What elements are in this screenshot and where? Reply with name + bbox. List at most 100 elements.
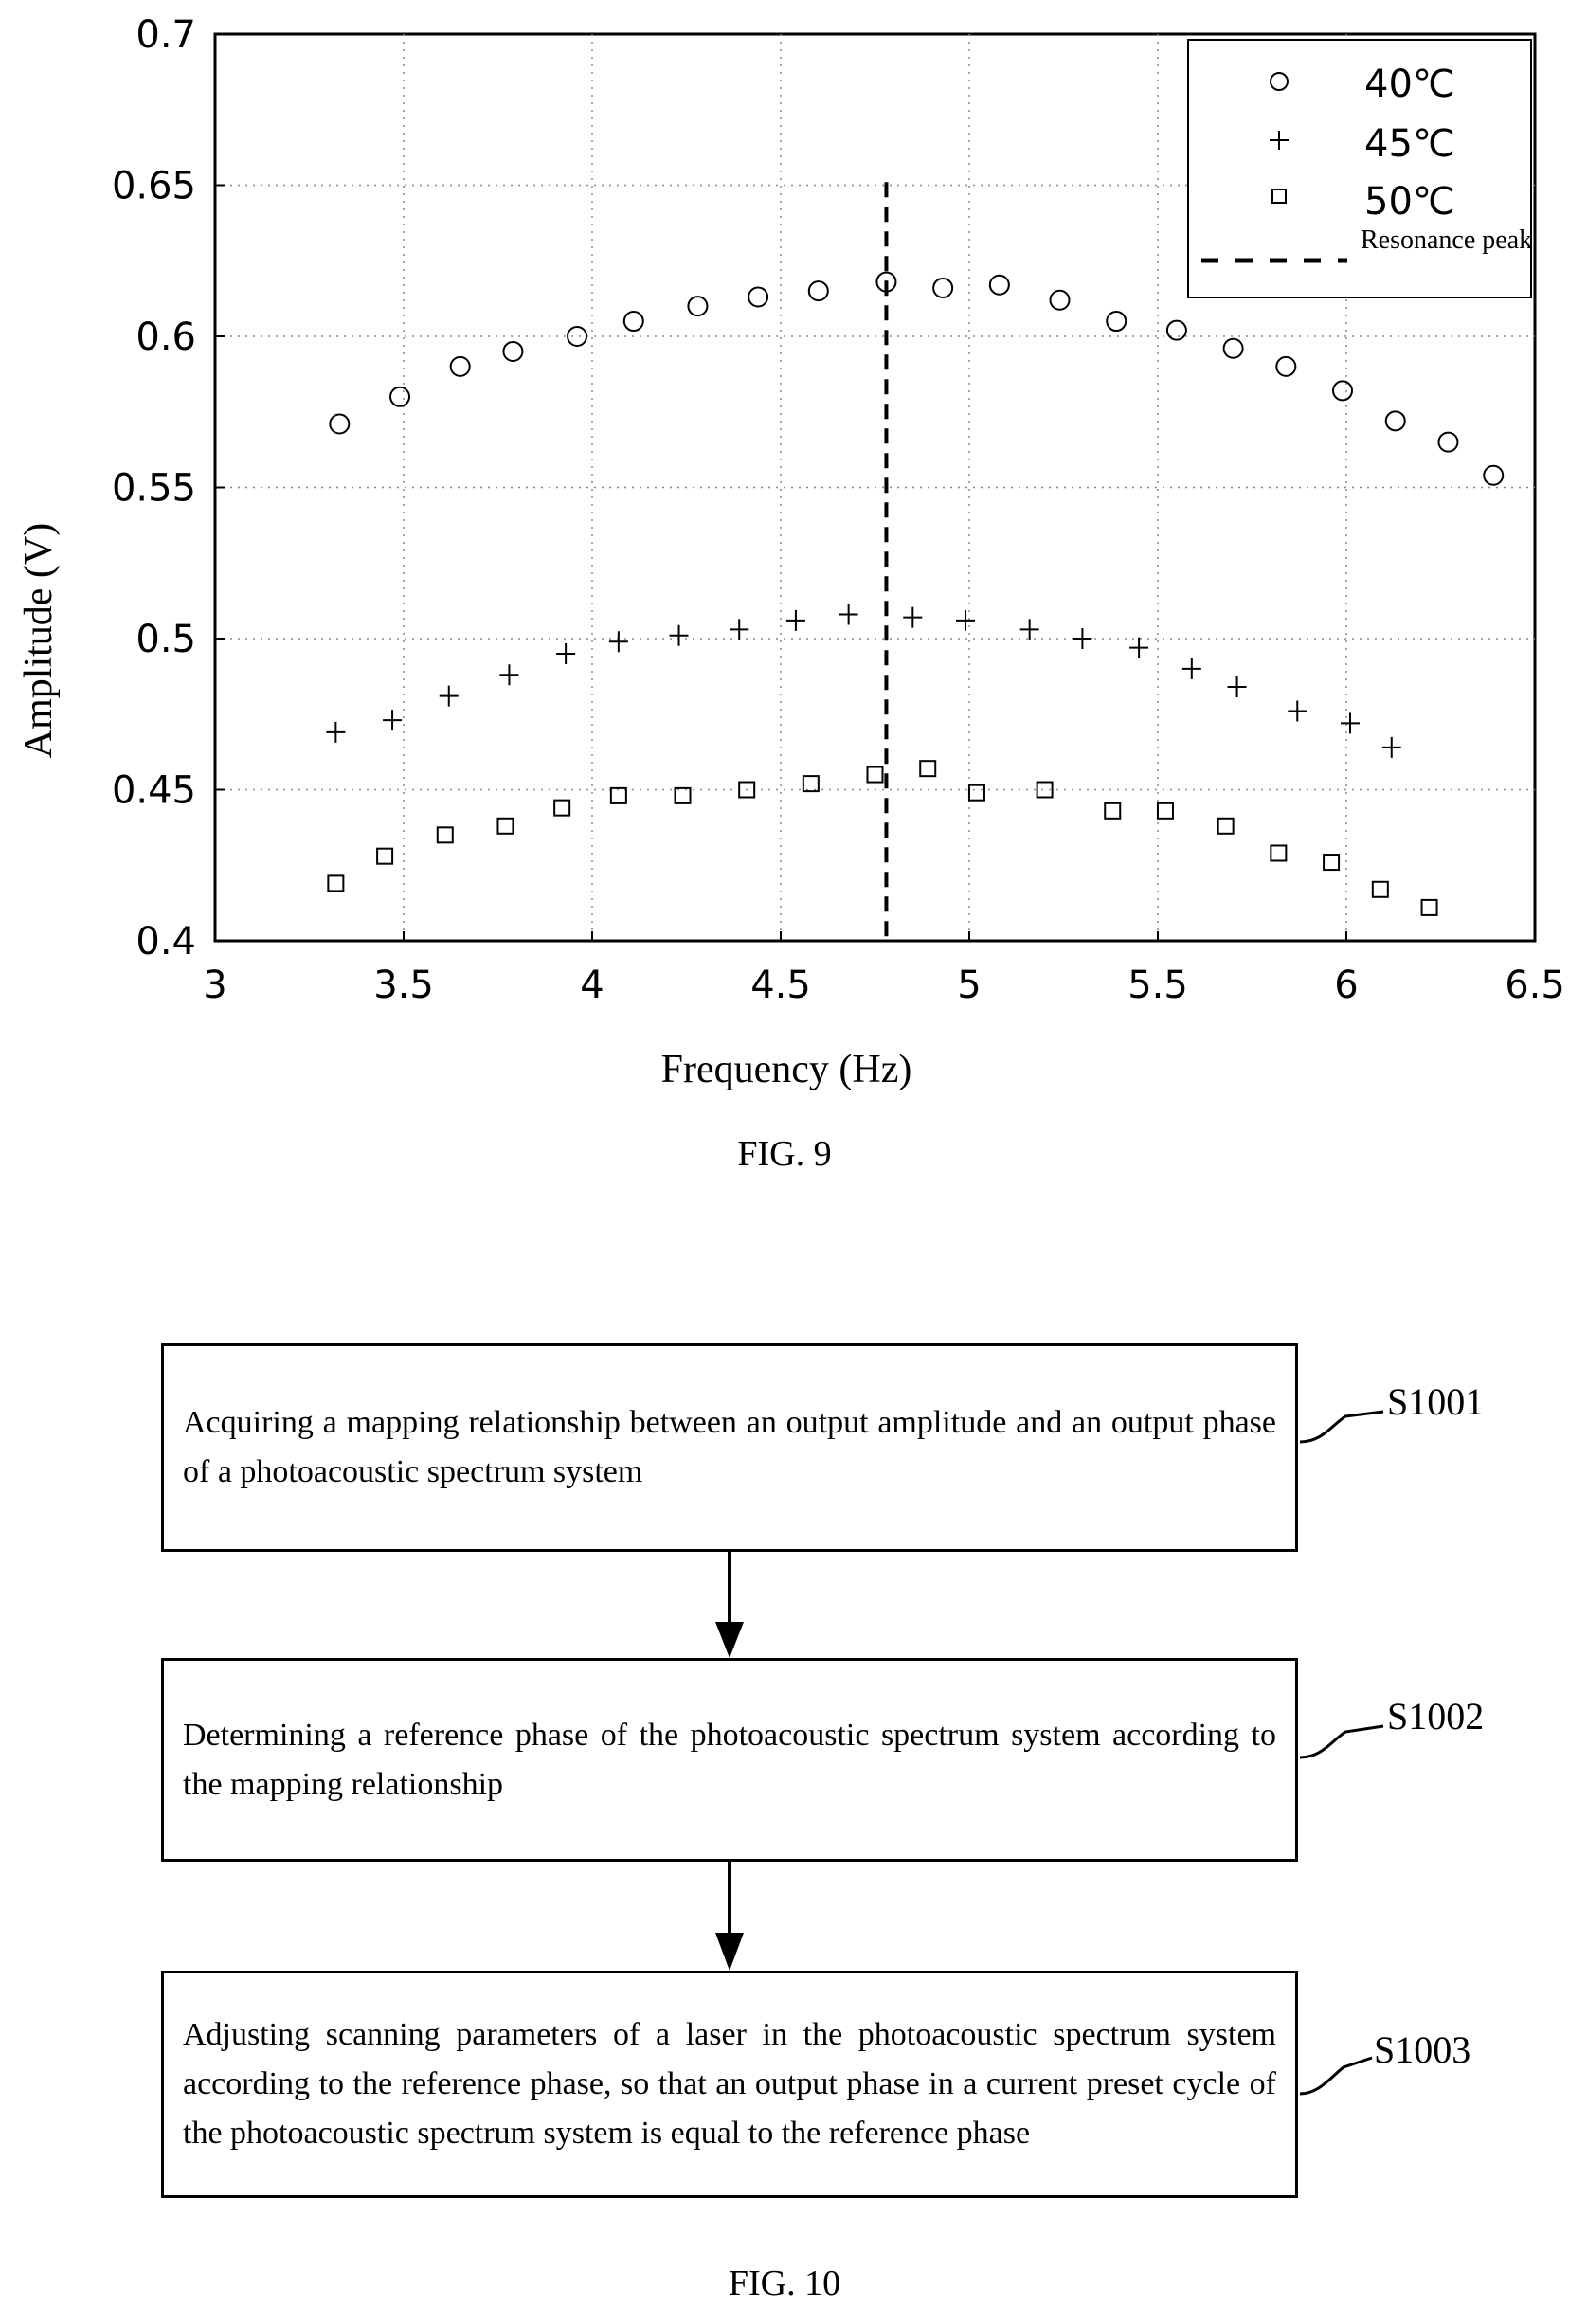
leader-line-s1003	[1299, 2056, 1373, 2096]
y-tick-label: 0.45	[112, 769, 196, 813]
x-tick-label: 4.5	[750, 964, 811, 1007]
step-text-s1001: Acquiring a mapping relationship between…	[183, 1405, 1276, 1489]
data-point-circle	[622, 311, 644, 333]
data-point-plus	[1227, 676, 1247, 698]
x-tick-label: 5	[957, 964, 981, 1007]
data-point-plus	[730, 619, 749, 640]
data-point-circle	[1049, 289, 1071, 311]
y-tick-label: 0.65	[112, 165, 196, 208]
step-text-s1002: Determining a reference phase of the pho…	[183, 1717, 1276, 1802]
data-point-square	[919, 760, 937, 778]
arrow-s1001-to-s1002	[715, 1552, 744, 1658]
step-label-s1003: S1003	[1374, 2028, 1471, 2071]
axis-ticks: 3 3.5 4 4.5 5 5.5 6 6.5 0.4 0.45 0.5 0.55 0.6 0.65 0.7	[112, 13, 1565, 1007]
data-point-plus	[326, 721, 346, 743]
leader-line-s1001	[1299, 1410, 1384, 1444]
data-point-square	[1036, 781, 1054, 799]
x-tick-label: 4	[580, 964, 604, 1007]
data-point-circle	[1332, 380, 1354, 402]
step-box-s1001: Acquiring a mapping relationship between…	[161, 1343, 1298, 1552]
data-point-plus	[1129, 637, 1149, 658]
data-point-circle	[988, 274, 1010, 296]
legend-box	[1187, 39, 1532, 298]
arrow-s1002-to-s1003	[715, 1862, 744, 1971]
data-point-square	[1420, 898, 1438, 916]
series-square	[327, 760, 1438, 916]
x-tick-label: 6.5	[1505, 964, 1565, 1007]
data-point-plus	[1073, 628, 1092, 649]
data-point-plus	[556, 642, 576, 664]
step-label-s1002: S1002	[1387, 1695, 1485, 1738]
legend-label-resonance: Resonance peak	[1361, 225, 1532, 255]
data-point-circle	[449, 355, 471, 377]
legend: 40℃ 45℃ 50℃ Resonance peak	[1187, 39, 1532, 298]
x-tick-label: 3	[203, 964, 226, 1007]
y-tick-label: 0.55	[112, 467, 196, 511]
data-point-circle	[687, 296, 709, 317]
x-tick-label: 5.5	[1127, 964, 1188, 1007]
data-points	[326, 271, 1505, 916]
data-point-circle	[1222, 337, 1244, 359]
data-point-plus	[439, 685, 459, 707]
data-point-square	[1371, 880, 1389, 898]
x-axis-label: Frequency (Hz)	[661, 1048, 912, 1091]
data-point-square	[1323, 854, 1341, 872]
data-point-plus	[1381, 736, 1401, 758]
data-point-square	[738, 781, 756, 799]
legend-square-marker	[1271, 189, 1287, 204]
data-point-square	[1217, 817, 1235, 835]
step-text-s1003: Adjusting scanning parameters of a laser…	[183, 2017, 1276, 2151]
data-point-square	[866, 766, 884, 784]
data-point-plus	[956, 609, 976, 631]
data-point-circle	[748, 286, 769, 308]
data-point-square	[436, 826, 454, 844]
legend-label-50: 50℃	[1364, 180, 1455, 224]
x-tick-label: 3.5	[373, 964, 434, 1007]
legend-circle-marker	[1270, 72, 1289, 91]
data-point-square	[1104, 802, 1122, 820]
data-point-plus	[839, 604, 858, 625]
data-point-square	[609, 786, 627, 804]
legend-label-40: 40℃	[1364, 63, 1455, 106]
step-label-s1001: S1001	[1387, 1380, 1485, 1423]
data-point-square	[327, 874, 345, 892]
data-point-square	[1156, 802, 1174, 820]
fig9-chart: 3 3.5 4 4.5 5 5.5 6 6.5 0.4 0.45 0.5 0.55 0.6 0.65 0.7…	[17, 13, 1565, 1091]
series-circle	[329, 271, 1505, 486]
y-tick-label: 0.4	[135, 920, 196, 964]
data-point-plus	[608, 631, 628, 653]
step-box-s1003: Adjusting scanning parameters of a laser…	[161, 1971, 1298, 2198]
data-point-circle	[389, 386, 411, 407]
data-point-plus	[669, 624, 689, 646]
x-tick-label: 6	[1334, 964, 1358, 1007]
data-point-circle	[329, 413, 351, 435]
data-point-circle	[1106, 311, 1127, 333]
step-box-s1002: Determining a reference phase of the pho…	[161, 1658, 1298, 1862]
data-point-circle	[1384, 410, 1406, 432]
data-point-plus	[383, 710, 403, 731]
series-plus	[326, 604, 1401, 758]
data-point-square	[1270, 844, 1288, 862]
data-point-circle	[875, 271, 897, 293]
y-tick-label: 0.6	[135, 315, 196, 359]
legend-plus-marker	[1270, 131, 1289, 150]
data-point-square	[376, 847, 394, 865]
y-tick-label: 0.7	[135, 13, 196, 57]
data-point-square	[802, 775, 820, 793]
data-point-plus	[499, 664, 519, 686]
data-point-circle	[1165, 319, 1187, 341]
y-tick-label: 0.5	[135, 618, 196, 661]
leader-line-s1002	[1299, 1724, 1384, 1759]
data-point-plus	[1019, 619, 1039, 640]
data-point-circle	[1275, 355, 1297, 377]
data-point-circle	[807, 280, 829, 302]
data-point-square	[553, 799, 571, 817]
data-point-plus	[903, 606, 923, 628]
data-point-plus	[1340, 712, 1360, 734]
data-point-plus	[1288, 700, 1308, 722]
data-point-square	[674, 786, 692, 804]
data-point-circle	[1437, 431, 1459, 453]
legend-label-45: 45℃	[1364, 122, 1455, 166]
fig9-caption: FIG. 9	[737, 1134, 832, 1174]
fig10-caption: FIG. 10	[728, 2263, 841, 2303]
